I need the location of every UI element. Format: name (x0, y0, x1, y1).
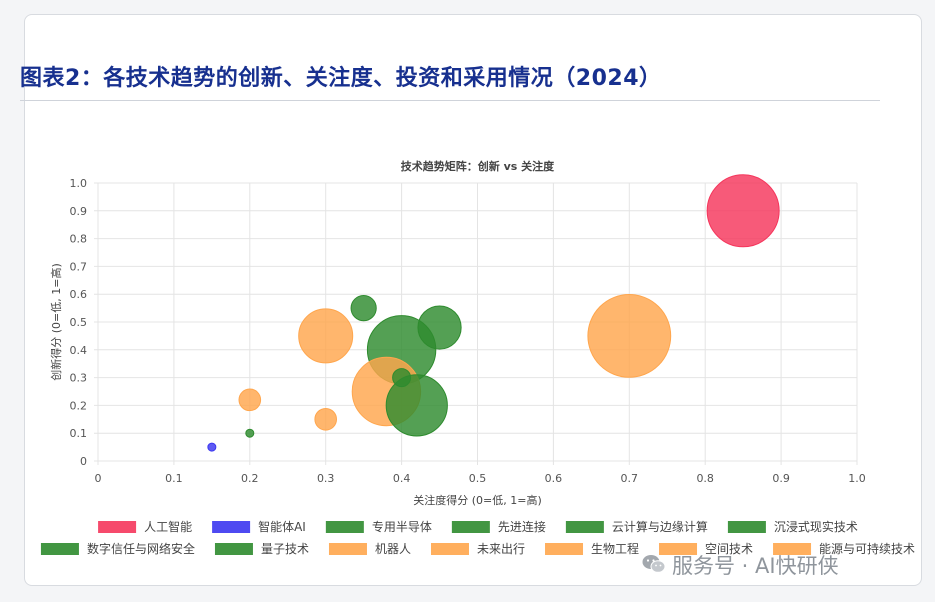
x-tick-label: 0.4 (393, 472, 411, 485)
y-tick-label: 0.3 (70, 372, 88, 385)
bubble-point (245, 428, 255, 438)
legend-swatch (98, 521, 137, 533)
x-tick-label: 0.3 (317, 472, 335, 485)
legend-swatch (451, 521, 490, 533)
legend-swatch (325, 521, 364, 533)
legend-label: 沉浸式现实技术 (774, 519, 858, 534)
y-tick-label: 0.2 (70, 399, 88, 412)
x-tick-label: 0 (95, 472, 102, 485)
legend-swatch (773, 543, 812, 555)
y-tick-label: 0.1 (70, 427, 88, 440)
x-tick-label: 0.9 (772, 472, 790, 485)
legend-label: 先进连接 (498, 519, 546, 534)
x-tick-label: 0.8 (696, 472, 714, 485)
legend-label: 空间技术 (705, 542, 753, 556)
chart-title: 技术趋势矩阵：创新 vs 关注度 (401, 159, 555, 173)
legend-label: 人工智能 (144, 519, 192, 534)
bubble-point (392, 368, 412, 388)
x-tick-label: 0.5 (469, 472, 487, 485)
y-tick-label: 0.9 (70, 205, 88, 218)
wechat-icon (642, 555, 666, 573)
page-title: 图表2：各技术趋势的创新、关注度、投资和采用情况（2024） (20, 66, 662, 91)
legend-swatch (430, 543, 469, 555)
bubble-point (207, 442, 217, 452)
y-tick-label: 0.6 (70, 288, 88, 301)
y-tick-label: 0.5 (70, 316, 88, 329)
legend-label: 能源与可持续技术 (819, 541, 915, 556)
legend-label: 量子技术 (261, 542, 309, 556)
watermark: 服务号 · AI快研侠 (672, 554, 839, 578)
legend-label: 未来出行 (477, 542, 525, 556)
legend-label: 数字信任与网络安全 (87, 541, 195, 556)
legend-swatch (545, 543, 584, 555)
bubble-point (350, 295, 377, 322)
x-tick-label: 0.6 (545, 472, 563, 485)
legend-label: 生物工程 (591, 541, 639, 556)
y-tick-label: 0.4 (70, 344, 88, 357)
title-divider (20, 100, 880, 101)
legend-label: 机器人 (375, 542, 411, 556)
legend-label: 智能体AI (258, 519, 306, 534)
legend-swatch (40, 543, 79, 555)
y-axis-title: 创新得分 (0=低, 1=高) (49, 263, 63, 381)
legend-label: 云计算与边缘计算 (612, 519, 708, 534)
bubble-point (314, 408, 338, 431)
y-tick-label: 0.8 (70, 233, 88, 246)
legend-swatch (565, 521, 604, 533)
legend-swatch (212, 521, 251, 533)
legend-swatch (659, 543, 698, 555)
x-tick-label: 1.0 (848, 472, 866, 485)
bubble-point (298, 308, 354, 364)
y-tick-label: 0 (80, 455, 87, 468)
bubble-point (385, 374, 448, 437)
bubble-point (587, 294, 672, 378)
bubble-point (706, 174, 780, 248)
y-tick-label: 1.0 (70, 177, 88, 190)
bubble-point (238, 388, 262, 412)
legend-swatch (727, 521, 766, 533)
x-tick-label: 0.2 (241, 472, 259, 485)
x-tick-label: 0.7 (621, 472, 639, 485)
legend-label: 专用半导体 (372, 519, 432, 534)
y-tick-label: 0.7 (70, 260, 88, 273)
legend-swatch (214, 543, 253, 555)
legend-swatch (328, 543, 367, 555)
x-axis-title: 关注度得分 (0=低, 1=高) (413, 493, 542, 507)
bubble-point (417, 305, 462, 350)
x-tick-label: 0.1 (165, 472, 183, 485)
